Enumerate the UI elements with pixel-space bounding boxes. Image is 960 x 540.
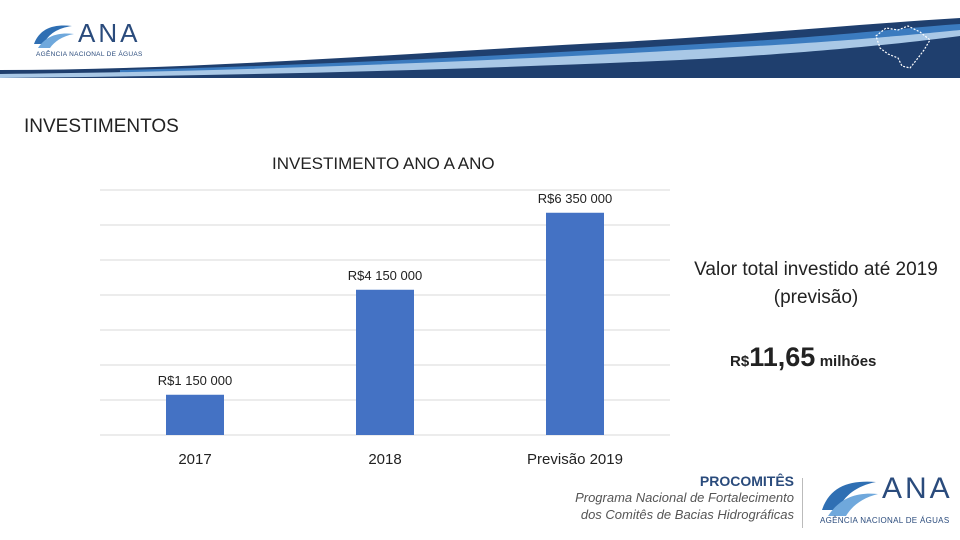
data-label: R$4 150 000	[348, 268, 422, 283]
bar	[546, 212, 604, 435]
logo-subtitle: AGÊNCIA NACIONAL DE ÁGUAS	[36, 51, 143, 58]
data-label: R$6 350 000	[538, 191, 612, 206]
x-tick-label: 2017	[178, 451, 211, 468]
summary-total: R$11,65 milhões	[730, 342, 876, 373]
summary-text: Valor total investido até 2019 (previsão…	[694, 259, 938, 308]
x-tick-label: Previsão 2019	[527, 451, 623, 468]
data-label: R$1 150 000	[158, 373, 232, 388]
ana-logo: ANA AGÊNCIA NACIONAL DE ÁGUAS	[30, 18, 155, 62]
ana-logo-footer: ANA AGÊNCIA NACIONAL DE ÁGUAS	[818, 472, 958, 532]
program-name: PROCOMITÊS	[699, 473, 794, 489]
bar	[166, 394, 224, 435]
program-block: PROCOMITÊS Programa Nacional de Fortalec…	[560, 473, 794, 523]
header-banner	[0, 0, 960, 78]
header-wave-graphic	[0, 18, 960, 78]
summary-amount: 11,65	[749, 342, 816, 372]
program-line-2: dos Comitês de Bacias Hidrográficas	[580, 507, 794, 522]
chart-title: INVESTIMENTO ANO A ANO	[272, 154, 495, 173]
summary-currency: R$	[730, 353, 750, 370]
logo-subtitle: AGÊNCIA NACIONAL DE ÁGUAS	[820, 516, 950, 525]
bar	[356, 289, 414, 435]
brazil-map-icon	[875, 25, 931, 69]
x-tick-label: 2018	[368, 451, 401, 468]
summary-unit: milhões	[819, 353, 877, 370]
logo-word: ANA	[882, 472, 953, 505]
logo-word: ANA	[78, 18, 141, 48]
section-title: INVESTIMENTOS	[24, 116, 179, 137]
ana-wave-icon	[822, 481, 878, 516]
ana-wave-icon	[34, 25, 74, 48]
footer-divider	[802, 478, 803, 528]
program-line-1: Programa Nacional de Fortalecimento	[575, 490, 794, 505]
